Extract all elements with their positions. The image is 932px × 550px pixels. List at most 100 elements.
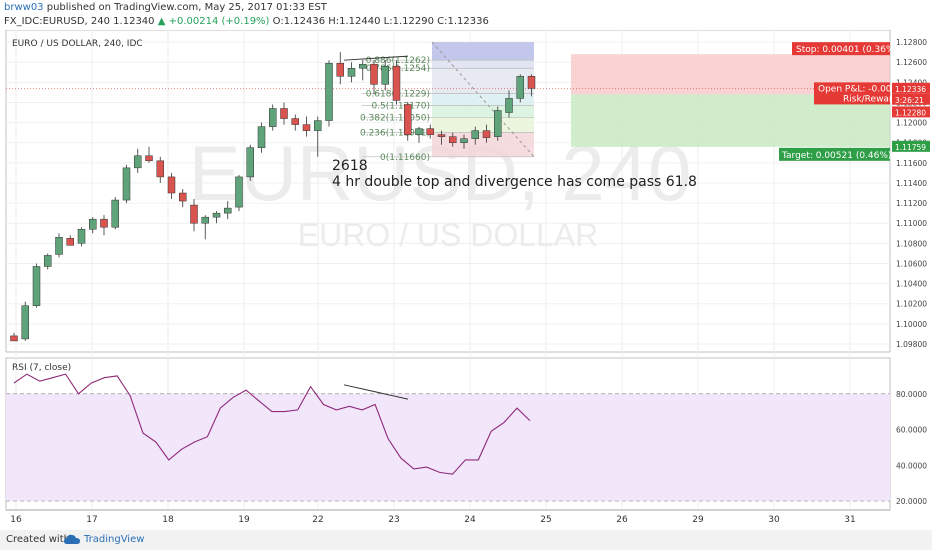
candle-body	[44, 255, 52, 267]
y-tick-label: 1.11600	[896, 159, 927, 168]
current-price-tag	[892, 82, 930, 94]
publish-text: published on TradingView.com, May 25, 20…	[46, 2, 327, 13]
candle-body	[516, 76, 524, 99]
rsi-tick-label: 60.0000	[896, 426, 927, 435]
rsi-tick-label: 20.0000	[896, 497, 927, 506]
countdown-label: 3:26:21	[895, 96, 924, 105]
chart-header: brww03 published on TradingView.com, May…	[0, 0, 932, 30]
fib-zone	[432, 105, 534, 118]
candle-body	[314, 120, 322, 131]
candle-body	[167, 176, 176, 194]
x-tick-label: 29	[692, 515, 704, 525]
y-tick-label: 1.10800	[896, 239, 927, 248]
fib-zone	[432, 60, 534, 69]
rsi-divergence-line	[343, 384, 409, 400]
candle-body	[235, 176, 243, 208]
rsi-tick-label: 80.0000	[896, 390, 927, 399]
footer: Created with TradingView	[0, 530, 932, 550]
candle-body	[449, 136, 457, 143]
candle-body	[415, 128, 423, 135]
candle-body	[212, 212, 221, 218]
candle-body	[32, 266, 41, 306]
candle-body	[246, 147, 254, 178]
candle-body	[471, 130, 479, 139]
candle-body	[325, 62, 333, 121]
target-label-bg	[779, 147, 890, 161]
fib-zone	[432, 42, 534, 61]
candle-body	[359, 63, 367, 69]
x-tick-label: 30	[768, 515, 780, 525]
candle-body	[381, 65, 389, 85]
candle-body	[21, 305, 29, 340]
pl-label-2: Risk/Reward	[843, 94, 898, 104]
candle-body	[134, 155, 142, 169]
current-price-label: 1.12336	[895, 85, 926, 94]
candle-body	[392, 65, 401, 101]
candle-body	[77, 228, 86, 244]
stop-label-bg	[792, 42, 890, 56]
candle-body	[89, 218, 97, 230]
candle-body	[404, 104, 412, 135]
y-tick-label: 1.12000	[896, 119, 927, 128]
candle-body	[370, 63, 378, 85]
symbol-text: FX_IDC:EURUSD, 240 1.12340	[4, 16, 155, 27]
y-tick-label: 1.10000	[896, 320, 927, 329]
y-tick-label: 1.12800	[896, 38, 927, 47]
publish-info: brww03 published on TradingView.com, May…	[4, 2, 327, 13]
candle-body	[460, 138, 468, 143]
x-tick-label: 24	[464, 515, 476, 525]
fib-level-label: 0(1.11660)	[380, 153, 430, 163]
x-tick-label: 22	[312, 515, 323, 525]
candle-body	[190, 204, 198, 224]
candle-body	[257, 126, 266, 148]
candle-body	[505, 98, 513, 113]
candle-body	[66, 238, 74, 246]
y-tick-label: 1.09800	[896, 340, 927, 349]
y-tick-label: 1.12600	[896, 58, 927, 67]
created-with-text: Created with	[6, 534, 70, 545]
x-tick-label: 17	[86, 515, 97, 525]
x-tick-label: 26	[616, 515, 628, 525]
chart-title: EURO / US DOLLAR, 240, IDC	[12, 39, 143, 49]
candle-body	[347, 67, 356, 77]
annotation-line-2: 4 hr double top and divergence has come …	[332, 174, 697, 190]
candle-body	[55, 237, 63, 255]
tradingview-brand[interactable]: TradingView	[84, 534, 145, 545]
rsi-tick-label: 40.0000	[896, 461, 927, 470]
candle-body	[437, 134, 446, 137]
candle-body	[122, 167, 131, 201]
x-tick-label: 19	[238, 515, 250, 525]
author-link[interactable]: brww03	[4, 2, 44, 13]
candle-body	[201, 216, 209, 224]
x-tick-label: 18	[162, 515, 174, 525]
y-tick-label: 1.11200	[896, 199, 927, 208]
pl-label-1: Open P&L: -0.00	[818, 84, 892, 94]
x-tick-label: 31	[844, 515, 855, 525]
candle-body	[482, 130, 491, 138]
candle-body	[145, 155, 153, 162]
rsi-band	[6, 393, 890, 502]
candle-body	[100, 218, 108, 228]
fib-zone	[432, 117, 534, 133]
watermark-name: EURO / US DOLLAR	[298, 217, 599, 253]
candle-body	[280, 108, 288, 119]
candle-body	[302, 124, 311, 131]
double-top-line	[343, 55, 409, 61]
pl-label-bg	[814, 82, 890, 105]
fib-level-label: 0.5(1.12170)	[371, 101, 430, 111]
annotation-line-1: 2618	[332, 158, 368, 174]
candle-body	[156, 160, 164, 178]
candle-body	[291, 118, 299, 125]
y-tick-label: 1.11000	[896, 219, 927, 228]
x-tick-label: 23	[388, 515, 399, 525]
countdown-tag	[892, 93, 930, 105]
symbol-info: FX_IDC:EURUSD, 240 1.12340 ▲ +0.00214 (+…	[4, 16, 489, 27]
candle-body	[269, 108, 277, 127]
target-label: Target: 0.00521 (0.46%)	[781, 151, 891, 161]
ohlc-text: O:1.12436 H:1.12440 L:1.12290 C:1.12336	[272, 16, 489, 27]
target-level-tag	[892, 140, 930, 152]
price-chart[interactable]: 16 17 18 19 22 23 24 25 26 29 30 31 1.12800 1.12600 1.…	[0, 30, 932, 530]
rsi-title: RSI (7, close)	[12, 363, 71, 373]
x-tick-label: 25	[540, 515, 551, 525]
change-text: ▲ +0.00214 (+0.19%)	[157, 16, 270, 27]
